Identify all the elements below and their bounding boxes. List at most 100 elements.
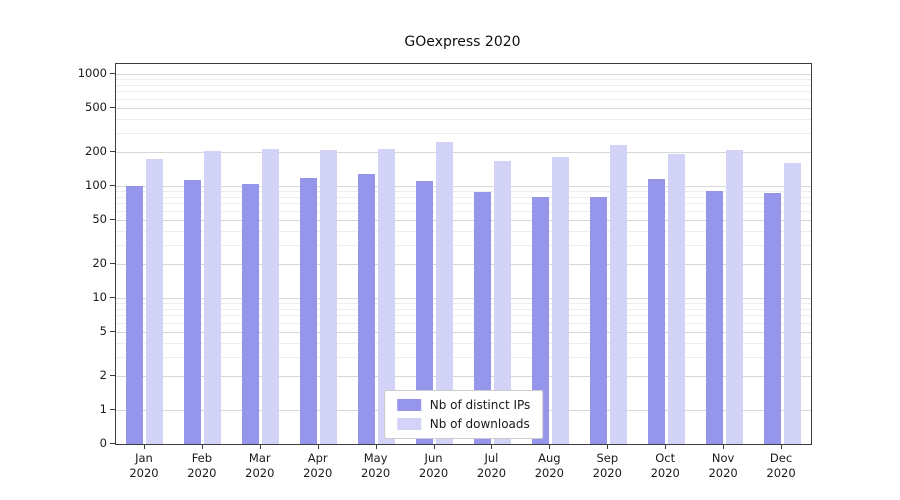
x-tick-label: Oct 2020 [650,451,680,480]
bar-series0-jul [473,192,491,444]
y-tick-label: 2 [99,368,107,383]
minor-gridline [116,308,811,310]
y-tick-label: 20 [92,256,107,271]
y-tick-label: 10 [92,290,107,304]
bar-series0-sep [589,196,607,444]
x-tickmark [491,444,493,449]
y-tickmark [110,297,115,298]
y-tick-label: 100 [85,178,107,192]
x-tickmark [781,444,783,449]
minor-gridline [116,132,811,134]
minor-gridline [116,203,811,205]
y-tick-label: 50 [92,211,107,226]
x-tick-label: Dec 2020 [766,451,796,480]
y-tickmark [110,330,115,332]
minor-gridline [116,315,811,317]
x-tickmark [375,444,377,449]
major-gridline [116,186,811,187]
x-tickmark [433,444,435,449]
bar-series1-may [378,149,396,444]
y-tickmark [110,409,115,410]
bar-series0-feb [184,180,202,444]
y-tick-label: 0 [99,436,107,450]
y-tick-label: 5 [99,323,107,338]
y-tick-label: 200 [85,144,107,159]
major-gridline [116,219,811,221]
y-tickmark [110,151,115,153]
y-tickmark [110,185,115,186]
bar-series0-aug [531,196,549,444]
major-gridline [116,298,811,299]
x-tickmark [143,444,145,449]
y-tick-label: 1 [99,402,107,416]
minor-gridline [116,118,811,120]
y-tick-label: 1000 [77,66,107,80]
x-tick-label: Nov 2020 [708,451,738,480]
bar-series1-jul [493,160,511,444]
bar-series0-dec [763,192,781,444]
bar-series1-jan [146,158,164,444]
x-tickmark [201,444,203,449]
minor-gridline [116,230,811,232]
x-tickmark [549,444,551,449]
x-tickmark [259,444,261,449]
major-gridline [116,264,811,266]
legend-item-distinct-ips: Nb of distinct IPs [396,398,531,412]
legend-item-downloads: Nb of downloads [396,417,531,431]
legend-label-downloads: Nb of downloads [429,417,530,431]
x-tick-label: Jun 2020 [418,451,449,480]
minor-gridline [116,210,811,212]
x-tick-label: Sep 2020 [592,451,622,480]
y-tick-label: 500 [85,99,107,114]
minor-gridline [116,244,811,246]
minor-gridline [116,79,811,81]
major-gridline [116,376,811,378]
bar-series0-jan [126,186,144,444]
y-tickmark [110,375,115,377]
legend-swatch-downloads [396,418,421,430]
x-tick-label: Feb 2020 [187,451,217,480]
legend: Nb of distinct IPs Nb of downloads [383,390,544,439]
bar-series1-sep [609,145,627,444]
bar-series1-nov [725,149,743,444]
x-tick-label: Apr 2020 [303,451,333,480]
plot-area: Nb of distinct IPs Nb of downloads [115,63,812,445]
y-tickmark [110,73,115,74]
bar-series0-mar [242,184,260,444]
bar-series1-oct [667,153,685,444]
bar-series1-aug [551,157,569,444]
minor-gridline [116,196,811,198]
bar-series0-jun [416,181,434,444]
y-tickmark [110,263,115,265]
bar-series1-jun [436,142,454,444]
minor-gridline [116,356,811,358]
x-tick-label: May 2020 [360,451,391,480]
bar-series0-may [358,173,376,444]
major-gridline [116,74,811,75]
y-tickmark [110,106,115,108]
x-tickmark [317,444,319,449]
legend-swatch-distinct-ips [396,399,421,411]
bar-series1-mar [262,149,280,444]
x-tickmark [723,444,725,449]
x-tick-label: Jul 2020 [476,451,507,480]
x-tickmark [607,444,609,449]
x-tick-label: Mar 2020 [245,451,275,480]
y-tickmark [110,443,115,444]
major-gridline [116,107,811,109]
minor-gridline [116,84,811,86]
bar-series0-oct [647,179,665,444]
minor-gridline [116,191,811,193]
minor-gridline [116,91,811,93]
minor-gridline [116,342,811,344]
bar-series0-apr [300,177,318,444]
x-tickmark [665,444,667,449]
x-tick-label: Jan 2020 [129,451,159,480]
minor-gridline [116,98,811,100]
y-tickmark [110,218,115,220]
major-gridline [116,331,811,333]
x-tick-label: Aug 2020 [534,451,565,480]
major-gridline [116,152,811,154]
legend-label-distinct-ips: Nb of distinct IPs [429,398,531,412]
